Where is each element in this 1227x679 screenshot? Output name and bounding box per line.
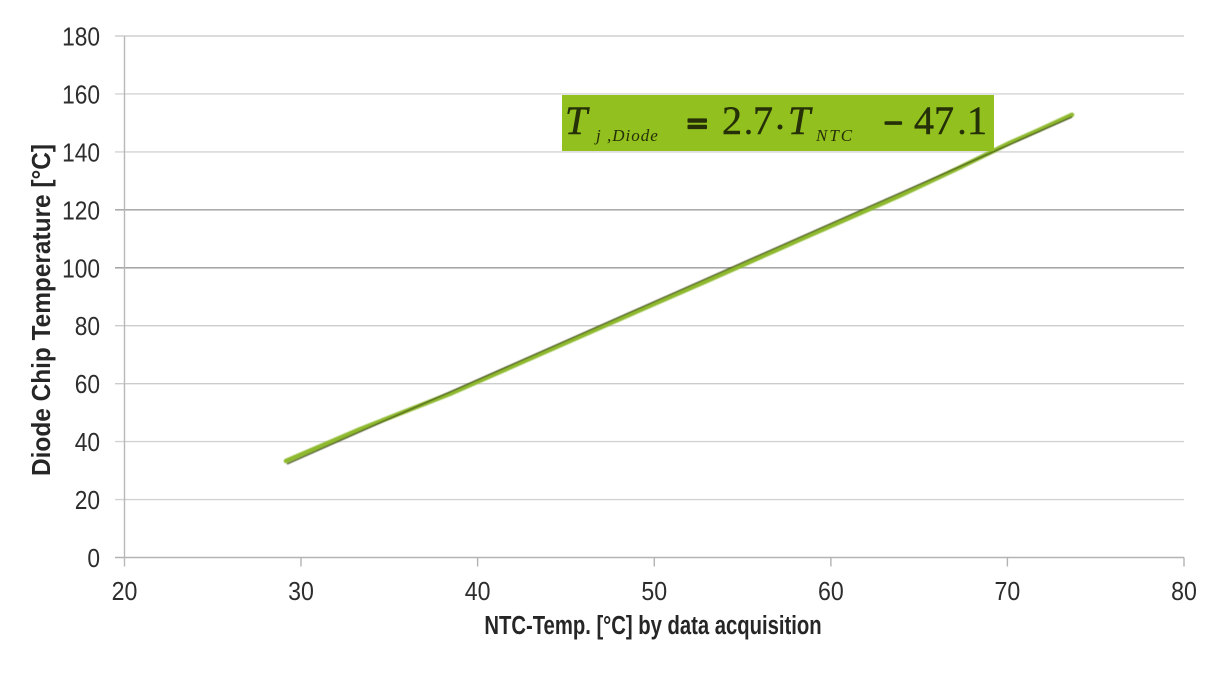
svg-text:80: 80 — [1171, 578, 1197, 607]
svg-text:60: 60 — [818, 578, 844, 607]
svg-text:Diode Chip Temperature [°C]: Diode Chip Temperature [°C] — [27, 144, 56, 476]
svg-text:NTC: NTC — [815, 126, 854, 145]
svg-text:180: 180 — [62, 23, 100, 52]
svg-text:T: T — [565, 98, 590, 143]
svg-text:NTC-Temp. [°C] by data acquisi: NTC-Temp. [°C] by data acquisition — [484, 611, 821, 640]
svg-text:1: 1 — [967, 98, 987, 143]
svg-text:2: 2 — [722, 98, 742, 143]
svg-text:70: 70 — [995, 578, 1021, 607]
svg-text:80: 80 — [75, 313, 100, 342]
svg-text:140: 140 — [62, 139, 100, 168]
svg-text:50: 50 — [641, 578, 667, 607]
svg-text:7: 7 — [753, 98, 773, 143]
svg-text:40: 40 — [465, 578, 491, 607]
svg-text:160: 160 — [62, 81, 100, 110]
svg-text:120: 120 — [62, 197, 100, 226]
svg-text:.: . — [744, 98, 754, 143]
svg-text:30: 30 — [288, 578, 314, 607]
svg-text:40: 40 — [75, 429, 100, 458]
svg-text:j ,Diode: j ,Diode — [594, 126, 659, 145]
svg-text:20: 20 — [75, 487, 100, 516]
svg-text:60: 60 — [75, 371, 100, 400]
svg-text:0: 0 — [87, 545, 100, 574]
svg-text:T: T — [788, 98, 813, 143]
svg-text:100: 100 — [62, 255, 100, 284]
svg-text:20: 20 — [112, 578, 138, 607]
svg-text:.: . — [957, 98, 967, 143]
svg-text:47: 47 — [914, 98, 954, 143]
